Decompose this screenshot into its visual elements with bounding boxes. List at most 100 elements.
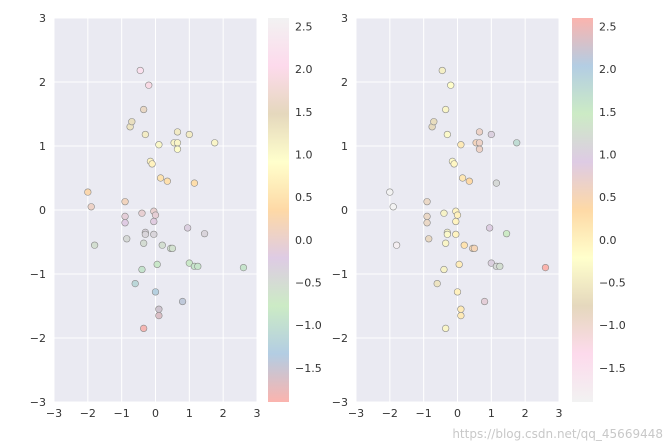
y-tick-label: −2 — [30, 332, 46, 345]
scatter-point — [475, 128, 484, 136]
x-tick-label: −2 — [382, 407, 398, 420]
y-tick-label: −3 — [332, 396, 348, 409]
scatter-point — [450, 160, 458, 168]
scatter-point — [502, 230, 511, 238]
scatter-point — [440, 265, 448, 274]
scatter-point — [155, 312, 163, 320]
scatter-point — [486, 224, 494, 232]
x-tick-label: −3 — [348, 407, 364, 420]
scatter-point — [141, 230, 149, 238]
subplot-2: −3 −2 −1 0 1 2 3 −3 −2 −1 0 1 2 3 2.5 2.0 1.5 1.0 0.5 0.0 −0… — [332, 12, 626, 420]
scatter-point — [442, 324, 450, 333]
scatter-point — [155, 305, 163, 313]
x-tick-label: 1 — [186, 407, 193, 420]
colorbar-tick-label: 0.5 — [599, 191, 617, 204]
colorbar-tick-label: 2.0 — [599, 63, 617, 76]
x-tick-label: 2 — [522, 407, 529, 420]
colorbar-tick-label: −1.0 — [599, 319, 626, 332]
y-tick-label: −3 — [30, 396, 46, 409]
y-tick-label: 1 — [39, 140, 46, 153]
scatter-point — [131, 280, 139, 288]
x-tick-label: 2 — [220, 407, 227, 420]
x-tick-label: 0 — [152, 407, 159, 420]
scatter-point — [457, 305, 465, 313]
y-tick-label: 1 — [341, 140, 348, 153]
colorbar-tick-label: 2.5 — [599, 21, 617, 34]
scatter-point — [487, 259, 495, 267]
colorbar — [572, 18, 593, 402]
colorbar-tick-label: 0.0 — [295, 234, 313, 247]
scatter-point — [393, 241, 401, 249]
y-tick-label: 0 — [341, 204, 348, 217]
scatter-point — [140, 324, 148, 333]
scatter-point — [457, 141, 465, 149]
colorbar-tick-label: −1.0 — [295, 319, 322, 332]
x-tick-label: 3 — [556, 407, 563, 420]
x-tick-label: −2 — [80, 407, 96, 420]
scatter-point — [480, 297, 489, 306]
scatter-point — [487, 130, 495, 139]
y-tick-label: 2 — [39, 76, 46, 89]
scatter-point — [470, 244, 479, 252]
colorbar-tick-label: −1.5 — [599, 362, 626, 375]
scatter-point — [138, 265, 146, 274]
scatter-point — [425, 235, 433, 243]
scatter-point — [84, 188, 92, 196]
scatter-point — [457, 312, 465, 320]
scatter-point — [239, 264, 248, 272]
y-tick-label: −2 — [332, 332, 348, 345]
scatter-point — [423, 219, 431, 227]
scatter-point — [145, 81, 153, 89]
scatter-point — [200, 230, 209, 238]
colorbar-tick-label: 2.0 — [295, 63, 313, 76]
colorbar-tick-label: 0.5 — [295, 191, 313, 204]
scatter-point — [90, 241, 99, 249]
scatter-point — [460, 241, 468, 249]
scatter-point — [442, 239, 450, 247]
scatter-point — [151, 211, 160, 219]
colorbar-tick-label: 1.0 — [295, 149, 313, 162]
scatter-point — [87, 203, 95, 211]
y-tick-label: −1 — [332, 268, 348, 281]
colorbar-tick-label: 1.5 — [599, 106, 617, 119]
scatter-point — [430, 118, 438, 126]
scatter-point — [148, 160, 156, 168]
scatter-point — [452, 217, 460, 226]
colorbar-tick-label: 2.5 — [295, 21, 313, 34]
scatter-point — [155, 141, 163, 149]
scatter-point — [138, 209, 146, 217]
scatter-point — [156, 174, 165, 182]
scatter-point — [163, 177, 171, 185]
scatter-point — [465, 177, 473, 185]
x-tick-label: −3 — [46, 407, 62, 420]
scatter-point — [475, 145, 484, 153]
scatter-point — [443, 230, 451, 238]
scatter-point — [389, 203, 397, 211]
scatter-point — [150, 217, 158, 226]
scatter-point — [151, 288, 160, 296]
scatter-point — [458, 174, 467, 182]
scatter-point — [178, 297, 187, 306]
x-tick-label: −1 — [114, 407, 130, 420]
colorbar-tick-label: 0.0 — [599, 234, 617, 247]
colorbar — [268, 18, 289, 402]
scatter-point — [433, 280, 441, 288]
scatter-point — [123, 235, 131, 243]
scatter-point — [121, 212, 129, 220]
scatter-point — [173, 139, 182, 147]
x-tick-label: −1 — [416, 407, 432, 420]
scatter-point — [541, 264, 550, 272]
scatter-point — [158, 241, 166, 249]
y-tick-label: 2 — [341, 76, 348, 89]
colorbar-tick-label: 1.5 — [295, 106, 313, 119]
scatter-point — [140, 239, 148, 247]
scatter-point — [443, 130, 451, 139]
scatter-point — [492, 179, 501, 187]
scatter-point — [386, 188, 394, 196]
scatter-point — [140, 105, 148, 114]
scatter-point — [121, 219, 129, 227]
scatter-point — [475, 139, 484, 147]
scatter-point — [190, 179, 199, 187]
scatter-point — [168, 244, 177, 252]
